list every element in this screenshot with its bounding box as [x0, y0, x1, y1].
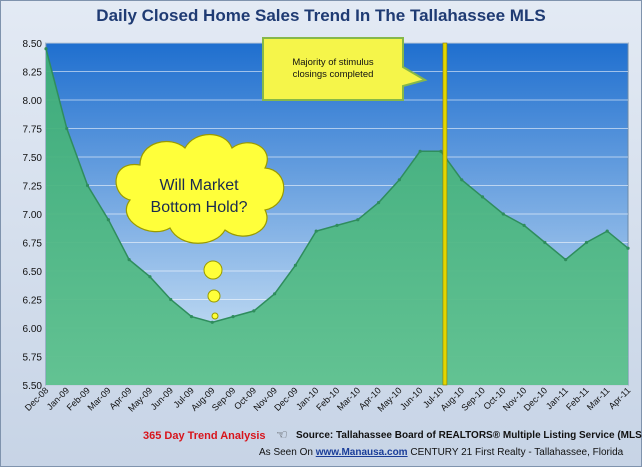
x-tick-label: Mar-11 [585, 385, 612, 412]
thought-dot [207, 289, 221, 303]
trend-label: 365 Day Trend Analysis [143, 430, 266, 442]
data-point [584, 240, 589, 245]
y-tick-label: 6.25 [23, 296, 43, 307]
data-point [397, 178, 401, 182]
y-tick-label: 6.50 [23, 267, 43, 278]
data-point [356, 218, 360, 222]
data-point [460, 178, 464, 182]
data-point [106, 218, 110, 222]
data-point [439, 149, 443, 153]
data-point [376, 201, 381, 205]
source-text: Source: Tallahassee Board of REALTORS® M… [296, 430, 642, 441]
y-tick-label: 7.50 [23, 153, 43, 164]
thought-text: Bottom Hold? [151, 199, 248, 216]
y-tick-label: 8.00 [23, 96, 43, 107]
data-point [335, 223, 339, 227]
data-point [85, 183, 90, 188]
x-tick-label: Apr-11 [607, 385, 633, 411]
seen-prefix: As Seen On [259, 447, 313, 458]
data-point [626, 246, 630, 250]
data-point [169, 297, 173, 302]
y-tick-label: 8.50 [23, 39, 43, 50]
y-tick-label: 7.75 [23, 125, 43, 136]
y-tick-labels: 5.50 5.75 6.00 6.25 6.50 6.75 7.00 7.25 7.50 7.75… [23, 39, 43, 392]
data-point [605, 229, 609, 233]
chart-title: Daily Closed Home Sales Trend In The Tal… [96, 6, 546, 25]
data-point [252, 309, 256, 313]
callout-text: closings completed [293, 69, 374, 80]
callout-text: Majority of stimulus [292, 57, 374, 68]
data-point [231, 315, 235, 319]
data-point [480, 195, 485, 199]
stimulus-marker-line [442, 42, 448, 386]
callout-box [262, 37, 428, 101]
data-points [44, 47, 630, 324]
data-point [65, 126, 69, 131]
thought-dot [211, 312, 219, 320]
data-point [543, 240, 547, 245]
data-point [189, 315, 194, 319]
y-tick-label: 7.00 [23, 210, 43, 221]
data-point [418, 149, 422, 153]
pointing-hand-icon: ☜ [276, 427, 288, 442]
site-link[interactable]: www.Manausa.com [315, 447, 408, 458]
thought-dot [203, 260, 223, 280]
data-point [564, 258, 568, 262]
as-seen-on: As Seen On www.Manausa.com CENTURY 21 Fi… [259, 447, 623, 458]
thought-bubble: Will Market Bottom Hold? [115, 134, 285, 320]
x-tick-label: Mar-09 [86, 385, 113, 412]
y-tick-label: 6.75 [23, 239, 43, 250]
data-point [501, 212, 505, 216]
x-tick-label: Sep-10 [459, 385, 487, 413]
data-point [522, 223, 526, 227]
x-tick-label: Sep-09 [210, 385, 238, 413]
data-point [210, 320, 214, 324]
y-tick-label: 6.00 [23, 324, 43, 335]
x-tick-label: Dec-10 [522, 385, 550, 413]
x-tick-labels: Dec-08Jan-09Feb-09Mar-09Apr-09May-09Jun-… [23, 385, 633, 413]
seen-suffix: CENTURY 21 First Realty - Tallahassee, F… [410, 447, 624, 458]
data-point [293, 263, 298, 267]
data-point [127, 258, 131, 262]
thought-text: Will Market [159, 177, 239, 194]
thought-cloud [115, 134, 285, 244]
x-tick-label: Mar-10 [335, 385, 362, 412]
y-tick-label: 5.75 [23, 353, 43, 364]
x-tick-label: Jun-10 [398, 385, 425, 412]
series-area [46, 48, 628, 385]
data-point [148, 275, 152, 279]
data-point [314, 229, 318, 233]
y-tick-label: 5.50 [23, 381, 43, 392]
y-tick-label: 7.25 [23, 182, 43, 193]
data-point [273, 292, 277, 296]
x-tick-label: Dec-09 [272, 385, 300, 413]
x-tick-label: Jun-09 [149, 385, 176, 412]
data-point [44, 47, 48, 51]
y-tick-label: 8.25 [23, 68, 43, 79]
